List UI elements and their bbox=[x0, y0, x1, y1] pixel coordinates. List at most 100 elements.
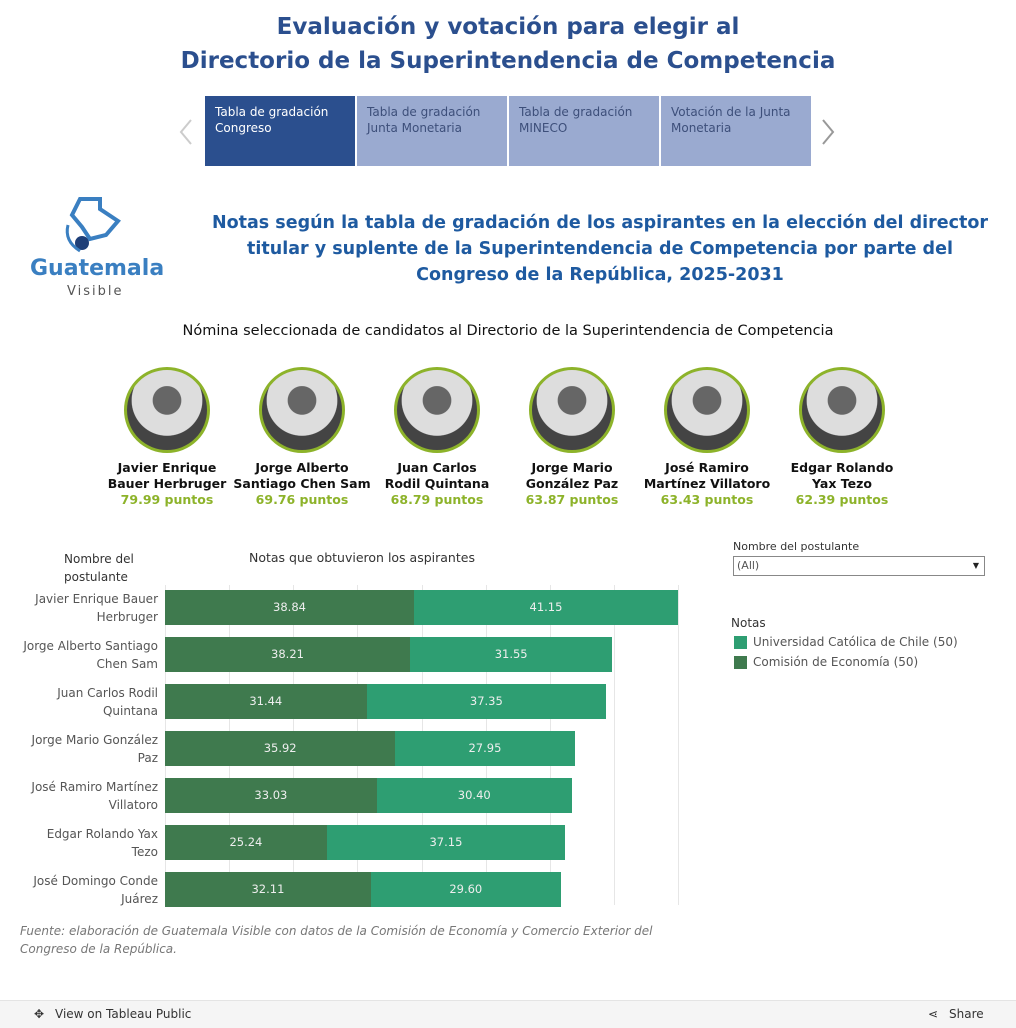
bar bbox=[165, 637, 411, 672]
candidate-photo bbox=[664, 367, 750, 453]
tab-line: Congreso bbox=[215, 121, 272, 135]
bar bbox=[414, 590, 678, 625]
tab[interactable]: Tabla de gradación Congreso bbox=[205, 96, 355, 166]
candidate-name: Rodil Quintana bbox=[384, 476, 490, 491]
candidate: Juan Carlos Rodil Quintana 68.79 puntos bbox=[362, 460, 512, 508]
filter-value: (All) bbox=[737, 559, 760, 572]
legend-title: Notas bbox=[731, 616, 766, 630]
title-line: Directorio de la Superintendencia de Com… bbox=[180, 48, 836, 74]
candidate-name: Bauer Herbruger bbox=[107, 476, 227, 491]
value-label: 38.84 bbox=[273, 600, 306, 614]
candidate-photo bbox=[124, 367, 210, 453]
y-tick-label: Jorge Alberto Santiago Chen Sam bbox=[23, 638, 158, 671]
logo-icon bbox=[65, 197, 121, 253]
share-button[interactable]: Share bbox=[949, 1007, 984, 1021]
grid-line bbox=[613, 585, 615, 905]
candidate-points: 63.43 puntos bbox=[660, 492, 754, 507]
value-label: 37.35 bbox=[469, 694, 503, 708]
candidate-photo bbox=[799, 367, 885, 453]
candidate-name: Javier Enrique bbox=[117, 460, 217, 475]
candidate-name: Martínez Villatoro bbox=[643, 476, 771, 491]
legend-label: Universidad Católica de Chile (50) bbox=[753, 635, 958, 649]
bar bbox=[165, 731, 396, 766]
y-tick-label: Edgar Rolando Yax Tezo bbox=[46, 826, 158, 859]
title: Evaluación y votación para elegir al Dire… bbox=[0, 10, 1016, 78]
nomination-heading: Nómina seleccionada de candidatos al Dir… bbox=[182, 323, 834, 339]
tab-line: MINECO bbox=[519, 121, 568, 135]
bar bbox=[376, 778, 572, 813]
value-label: 31.55 bbox=[494, 647, 528, 661]
bar bbox=[165, 684, 367, 719]
filter-dropdown[interactable]: (All) ▼ bbox=[733, 556, 985, 576]
tab-line: Monetaria bbox=[671, 121, 732, 135]
candidate: Jorge Mario González Paz 63.87 puntos bbox=[497, 460, 647, 508]
candidate: Javier Enrique Bauer Herbruger 79.99 punto… bbox=[92, 460, 242, 508]
filter-label: Nombre del postulante bbox=[733, 540, 860, 553]
value-label: 30.40 bbox=[457, 788, 491, 802]
value-label: 27.95 bbox=[468, 741, 502, 755]
value-label: 37.15 bbox=[429, 835, 463, 849]
row-header[interactable]: Nombre del postulante bbox=[64, 552, 134, 584]
candidate-photo bbox=[394, 367, 480, 453]
candidate: José Ramiro Martínez Villatoro 63.43 punto… bbox=[632, 460, 782, 508]
candidate-name: Jorge Mario bbox=[531, 460, 613, 475]
tab-line: Tabla de gradación bbox=[367, 105, 481, 119]
candidate-points: 68.79 puntos bbox=[390, 492, 484, 507]
value-label: 32.11 bbox=[251, 882, 285, 896]
chart-title: Notas que obtuvieron los aspirantes bbox=[249, 550, 475, 565]
grid-line bbox=[678, 585, 679, 905]
bar bbox=[165, 778, 377, 813]
bar bbox=[165, 825, 327, 860]
candidate-name: Yax Tezo bbox=[812, 476, 872, 491]
tab[interactable]: Tabla de gradación Junta Monetaria bbox=[357, 96, 507, 166]
prev-arrow[interactable] bbox=[179, 119, 192, 145]
bar bbox=[165, 590, 415, 625]
candidate-name: González Paz bbox=[525, 476, 619, 491]
tab-line: Votación de la Junta bbox=[671, 105, 791, 119]
logo-name: Guatemala bbox=[30, 256, 165, 281]
next-arrow[interactable] bbox=[822, 119, 835, 145]
candidate-points: 79.99 puntos bbox=[120, 492, 214, 507]
logo-sub: Visible bbox=[67, 284, 124, 299]
value-label: 38.21 bbox=[271, 647, 304, 661]
y-tick-label: José Domingo Conde Juárez bbox=[33, 873, 158, 906]
candidate: Edgar Rolando Yax Tezo 62.39 puntos bbox=[767, 460, 917, 508]
y-tick-label: Javier Enrique Bauer Herbruger bbox=[35, 591, 158, 624]
footer: ✥ View on Tableau Public ⋖ Share bbox=[0, 1000, 1016, 1028]
candidate-photo bbox=[259, 367, 345, 453]
tab-arrows bbox=[179, 119, 835, 145]
view-link[interactable]: View on Tableau Public bbox=[55, 1007, 192, 1021]
value-label: 29.60 bbox=[449, 882, 483, 896]
candidate-name: Santiago Chen Sam bbox=[233, 476, 371, 491]
tab-line: Junta Monetaria bbox=[367, 121, 462, 135]
candidate-points: 62.39 puntos bbox=[795, 492, 889, 507]
bar bbox=[410, 637, 613, 672]
candidate-name: Juan Carlos bbox=[397, 460, 477, 475]
y-tick-label: Jorge Mario González Paz bbox=[31, 732, 158, 765]
bar bbox=[326, 825, 566, 860]
candidate-points: 63.87 puntos bbox=[525, 492, 619, 507]
bar bbox=[366, 684, 607, 719]
legend-swatch bbox=[734, 636, 747, 649]
source: Fuente: elaboración de Guatemala Visible… bbox=[20, 924, 653, 956]
candidate-name: Edgar Rolando bbox=[790, 460, 894, 475]
subtitle: Notas según la tabla de gradación de los… bbox=[211, 213, 989, 285]
y-tick-label: Juan Carlos Rodil Quintana bbox=[57, 685, 158, 718]
candidate-name: Jorge Alberto bbox=[255, 460, 349, 475]
value-label: 41.15 bbox=[529, 600, 563, 614]
value-label: 31.44 bbox=[249, 694, 283, 708]
tab[interactable]: Votación de la Junta Monetaria bbox=[661, 96, 811, 166]
tab[interactable]: Tabla de gradación MINECO bbox=[509, 96, 659, 166]
bar bbox=[165, 872, 371, 907]
tab-line: Tabla de gradación bbox=[215, 105, 329, 119]
value-label: 33.03 bbox=[254, 788, 288, 802]
y-tick-label: José Ramiro Martínez Villatoro bbox=[31, 779, 158, 812]
candidate: Jorge Alberto Santiago Chen Sam 69.76 punt… bbox=[227, 460, 377, 508]
legend-label: Comisión de Economía (50) bbox=[753, 655, 919, 669]
bar bbox=[370, 872, 561, 907]
tab-line: Tabla de gradación bbox=[519, 105, 633, 119]
bar bbox=[395, 731, 575, 766]
value-label: 35.92 bbox=[263, 741, 297, 755]
candidate-photo bbox=[529, 367, 615, 453]
